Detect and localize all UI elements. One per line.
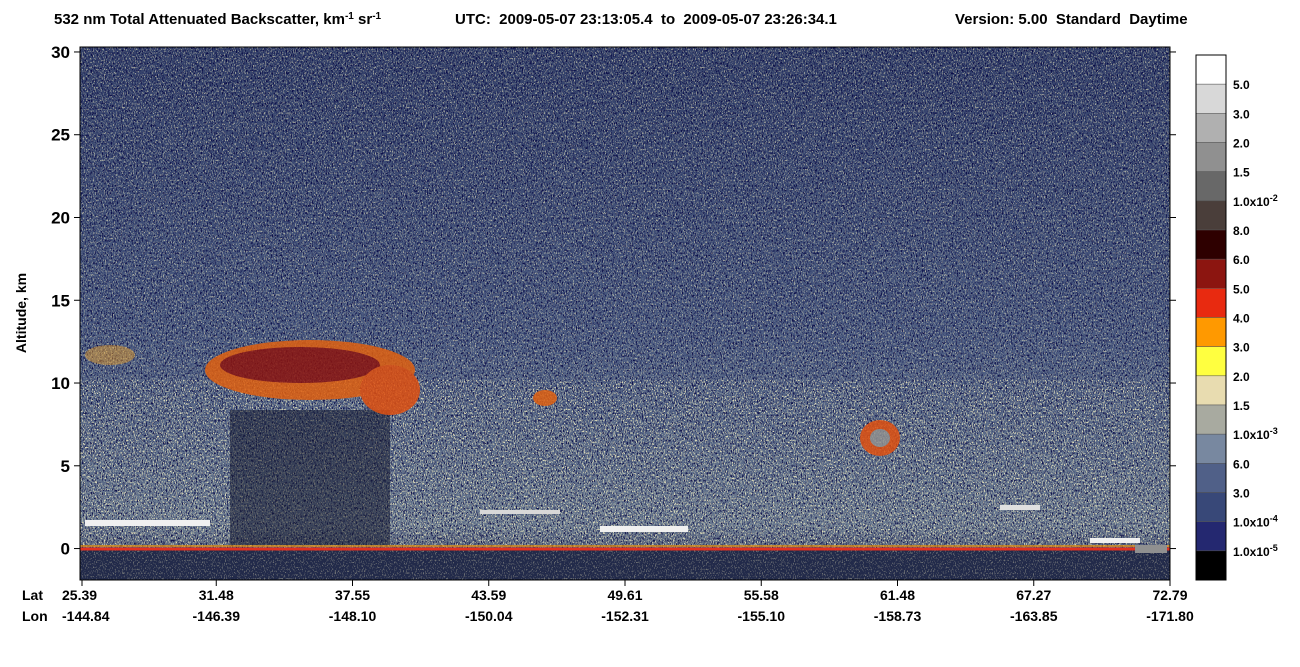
y-tick-label: 10 xyxy=(51,374,70,393)
lon-label: -158.73 xyxy=(874,608,922,624)
title-text: sr xyxy=(354,11,373,28)
colorbar-label: 2.0 xyxy=(1233,370,1250,384)
y-tick-label: 20 xyxy=(51,208,70,227)
colorbar-label-text: 1.0x10 xyxy=(1233,516,1270,530)
colorbar-swatch xyxy=(1195,200,1227,231)
colorbar-label-exp: -3 xyxy=(1270,426,1278,436)
colorbar-swatch xyxy=(1195,550,1227,581)
colorbar-label-text: 1.0x10 xyxy=(1233,545,1270,559)
colorbar-label: 1.5 xyxy=(1233,399,1250,413)
colorbar-swatch xyxy=(1195,288,1227,318)
colorbar-label: 2.0 xyxy=(1233,137,1250,151)
colorbar-label-text: 3.0 xyxy=(1233,487,1250,501)
lat-label: 61.48 xyxy=(880,587,915,603)
colorbar-swatch xyxy=(1195,463,1227,493)
lon-label: -152.31 xyxy=(601,608,649,624)
colorbar-swatch xyxy=(1195,433,1227,464)
lon-label: -146.39 xyxy=(193,608,241,624)
colorbar-label: 6.0 xyxy=(1233,253,1250,267)
colorbar-label: 4.0 xyxy=(1233,312,1250,326)
lat-label: 49.61 xyxy=(607,587,642,603)
colorbar-label-text: 5.0 xyxy=(1233,78,1250,92)
colorbar-swatch xyxy=(1195,404,1227,435)
lon-label: -144.84 xyxy=(62,608,110,624)
colorbar-swatch xyxy=(1195,258,1227,289)
colorbar-label-text: 4.0 xyxy=(1233,312,1250,326)
colorbar-label: 5.0 xyxy=(1233,282,1250,296)
y-tick-label: 30 xyxy=(51,43,70,62)
lat-label: 37.55 xyxy=(335,587,370,603)
colorbar-label-text: 1.0x10 xyxy=(1233,195,1270,209)
colorbar-swatch xyxy=(1195,492,1227,522)
y-tick-label: 0 xyxy=(61,540,70,559)
version: Version: 5.00 Standard Daytime xyxy=(955,11,1188,28)
lon-label: -163.85 xyxy=(1010,608,1058,624)
title-sup: -1 xyxy=(372,11,381,22)
colorbar-swatch xyxy=(1195,229,1227,260)
colorbar-swatch xyxy=(1195,54,1227,85)
colorbar-label-text: 3.0 xyxy=(1233,341,1250,355)
colorbar-swatch xyxy=(1195,317,1227,347)
colorbar-label: 1.0x10-3 xyxy=(1233,426,1278,442)
colorbar-label-text: 8.0 xyxy=(1233,224,1250,238)
colorbar-label: 6.0 xyxy=(1233,457,1250,471)
chart-title: 532 nm Total Attenuated Backscatter, km-… xyxy=(54,11,382,29)
title-text: 532 nm Total Attenuated Backscatter, km xyxy=(54,11,345,28)
colorbar-swatch xyxy=(1195,171,1227,202)
lat-label: 72.79 xyxy=(1152,587,1187,603)
lat-label: 67.27 xyxy=(1016,587,1051,603)
colorbar-label-text: 2.0 xyxy=(1233,370,1250,384)
colorbar-frame xyxy=(1195,54,1227,581)
y-tick-label: 15 xyxy=(51,291,70,310)
colorbar-label-text: 5.0 xyxy=(1233,282,1250,296)
title-sup: -1 xyxy=(345,11,354,22)
lat-label: 55.58 xyxy=(744,587,779,603)
colorbar-swatch xyxy=(1195,113,1227,143)
colorbar-label: 1.0x10-2 xyxy=(1233,193,1278,209)
colorbar-label: 3.0 xyxy=(1233,487,1250,501)
colorbar-label: 5.0 xyxy=(1233,78,1250,92)
lat-label: 31.48 xyxy=(199,587,234,603)
colorbar-label-text: 6.0 xyxy=(1233,457,1250,471)
time-range: UTC: 2009-05-07 23:13:05.4 to 2009-05-07… xyxy=(455,11,837,28)
colorbar-label-text: 1.5 xyxy=(1233,399,1250,413)
colorbar-label-exp: -4 xyxy=(1270,514,1278,524)
colorbar-label-text: 1.5 xyxy=(1233,166,1250,180)
lat-label: 43.59 xyxy=(471,587,506,603)
colorbar-label-text: 2.0 xyxy=(1233,137,1250,151)
colorbar-swatch xyxy=(1195,521,1227,552)
colorbar-label: 1.5 xyxy=(1233,166,1250,180)
colorbar-label-text: 1.0x10 xyxy=(1233,428,1270,442)
colorbar-swatch xyxy=(1195,346,1227,377)
y-tick-label: 5 xyxy=(61,457,70,476)
y-tick-label: 25 xyxy=(51,126,70,145)
lat-heading: Lat xyxy=(22,587,43,603)
colorbar-label-text: 6.0 xyxy=(1233,253,1250,267)
colorbar-label-exp: -2 xyxy=(1270,193,1278,203)
colorbar-label: 1.0x10-4 xyxy=(1233,514,1278,530)
lon-label: -150.04 xyxy=(465,608,513,624)
lon-label: -171.80 xyxy=(1146,608,1194,624)
y-axis-label: Altitude, km xyxy=(13,273,29,353)
colorbar-swatch xyxy=(1195,142,1227,172)
colorbar-label: 8.0 xyxy=(1233,224,1250,238)
lon-heading: Lon xyxy=(22,608,48,624)
plot-image xyxy=(80,47,1170,580)
colorbar-label: 3.0 xyxy=(1233,107,1250,121)
colorbar-label: 1.0x10-5 xyxy=(1233,543,1278,559)
colorbar-label: 3.0 xyxy=(1233,341,1250,355)
colorbar-swatch xyxy=(1195,375,1227,406)
colorbar-label-text: 3.0 xyxy=(1233,107,1250,121)
lon-label: -155.10 xyxy=(738,608,786,624)
colorbar-swatch xyxy=(1195,83,1227,114)
lon-label: -148.10 xyxy=(329,608,377,624)
lat-label: 25.39 xyxy=(62,587,97,603)
colorbar-label-exp: -5 xyxy=(1270,543,1278,553)
